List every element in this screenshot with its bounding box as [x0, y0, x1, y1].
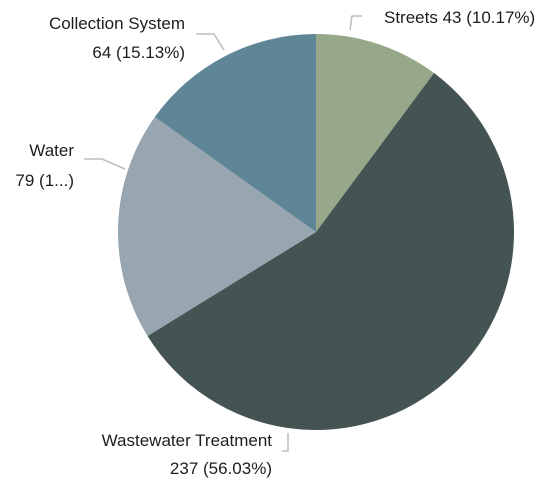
water-label-name: Water: [29, 141, 74, 160]
wastewater-leader: [282, 433, 289, 452]
streets-label: Streets 43 (10.17%): [384, 8, 535, 27]
collection-leader: [196, 33, 225, 51]
pie-slice-collection-system: [154, 34, 316, 232]
water-label-value: 79 (1...): [15, 171, 74, 190]
streets-leader: [349, 15, 362, 31]
pie-slices: [117, 34, 514, 430]
leader-lines: [84, 15, 362, 452]
collection-label-value: 64 (15.13%): [92, 43, 185, 62]
collection-label-name: Collection System: [49, 14, 185, 33]
water-leader: [84, 158, 126, 170]
pie-slice-streets: [316, 34, 435, 232]
pie-slice-wastewater-treatment: [147, 73, 514, 430]
wastewater-label-name: Wastewater Treatment: [102, 431, 273, 450]
wastewater-label-value: 237 (56.03%): [170, 459, 272, 478]
pie-slice-water: [117, 116, 316, 337]
